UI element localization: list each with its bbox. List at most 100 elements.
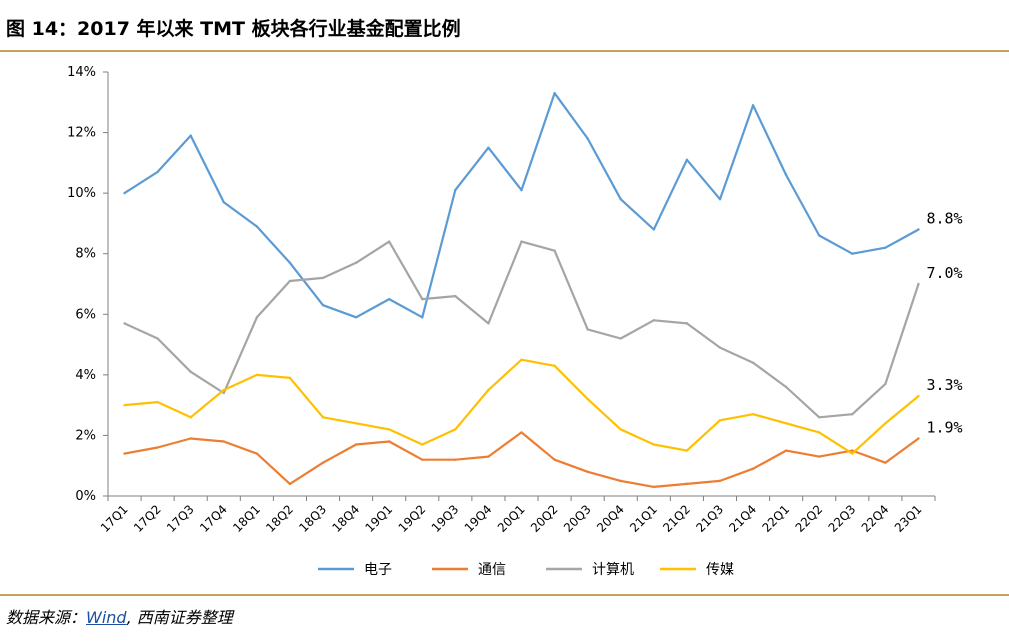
x-tick-label: 18Q4: [329, 502, 362, 535]
data-point: [288, 279, 292, 283]
data-point: [818, 431, 821, 434]
line-chart: 17Q1 17Q2 17Q3 17Q4 18Q1 18Q2 18Q3 18Q4 19Q1 19Q2…: [67, 65, 962, 578]
data-point: [421, 443, 424, 446]
data-point: [685, 482, 689, 486]
x-tick-label: 18Q3: [296, 502, 329, 535]
data-point: [288, 261, 292, 264]
data-point: [321, 416, 325, 419]
data-point: [421, 297, 424, 301]
end-label: 8.8%: [926, 209, 962, 227]
data-point: [718, 479, 722, 483]
data-point: [851, 252, 854, 255]
data-point: [321, 276, 325, 280]
data-point: [189, 437, 192, 440]
source-prefix: 数据来源：: [6, 608, 87, 627]
data-point: [917, 394, 920, 398]
x-tick-label: 22Q4: [859, 502, 892, 535]
figure-title: 图 14：2017 年以来 TMT 板块各行业基金配置比例: [6, 18, 461, 40]
y-tick-label: 0%: [75, 489, 96, 504]
data-point: [454, 428, 457, 431]
data-point: [487, 146, 490, 149]
series-lines: [123, 92, 920, 489]
data-point: [851, 413, 854, 416]
data-point: [421, 458, 424, 461]
data-point: [222, 201, 225, 204]
x-tick-label: 20Q4: [594, 502, 627, 535]
data-point: [652, 443, 656, 446]
data-point: [586, 470, 589, 473]
data-point: [354, 261, 358, 264]
data-point: [156, 400, 159, 404]
x-tick-label: 21Q3: [693, 502, 726, 535]
data-point: [123, 322, 126, 325]
end-label: 7.0%: [926, 264, 962, 282]
series-line-3: [124, 358, 920, 455]
data-point: [454, 294, 457, 298]
data-point: [917, 437, 920, 440]
data-point: [619, 337, 622, 340]
data-point: [387, 440, 391, 443]
series-line-1: [124, 431, 920, 488]
data-point: [123, 191, 126, 195]
data-point: [784, 422, 788, 425]
x-tick-label: 19Q1: [363, 502, 396, 535]
x-tick-label: 23Q1: [892, 502, 925, 535]
y-tick-label: 4%: [75, 368, 96, 383]
data-point: [851, 449, 854, 452]
data-point: [255, 316, 259, 319]
data-point: [288, 376, 292, 380]
data-point: [222, 388, 225, 392]
y-tick-label: 10%: [67, 186, 96, 201]
x-tick-label: 17Q1: [98, 502, 131, 535]
x-tick-label: 19Q3: [429, 502, 462, 535]
title-divider: [0, 50, 1009, 52]
data-point: [917, 228, 920, 231]
data-point: [652, 228, 656, 231]
y-tick-label: 14%: [67, 65, 96, 80]
data-point: [619, 479, 622, 483]
data-point: [718, 198, 722, 201]
data-point: [553, 92, 556, 95]
series-line-0: [123, 92, 920, 319]
x-tick-label: 22Q2: [793, 502, 826, 535]
end-label: 3.3%: [926, 376, 962, 394]
legend-label: 通信: [478, 562, 506, 578]
x-tick-label: 20Q3: [561, 502, 594, 535]
data-point: [520, 431, 523, 434]
data-point: [387, 297, 391, 301]
data-point: [189, 416, 192, 419]
source-divider: [0, 594, 1009, 596]
data-point: [156, 170, 159, 174]
data-point: [487, 455, 490, 458]
data-point: [123, 452, 126, 455]
source-suffix: , 西南证券整理: [126, 608, 233, 627]
data-point: [387, 428, 391, 431]
data-point: [586, 397, 589, 401]
data-point: [255, 225, 259, 228]
data-point: [553, 249, 556, 252]
source-link[interactable]: Wind: [86, 608, 127, 627]
data-point: [685, 322, 689, 325]
data-point: [321, 461, 325, 464]
data-point: [751, 467, 755, 470]
data-point: [354, 443, 358, 446]
y-tick-label: 2%: [75, 428, 96, 443]
x-tick-label: 19Q2: [396, 502, 429, 535]
data-point: [884, 246, 887, 249]
data-point: [586, 328, 589, 331]
data-point: [189, 134, 192, 137]
x-tick-label: 20Q1: [495, 502, 528, 535]
data-point: [321, 304, 325, 307]
data-point: [387, 240, 391, 243]
data-point: [884, 461, 887, 464]
x-tick-label: 21Q2: [660, 502, 693, 535]
x-tick-label: 18Q2: [263, 502, 296, 535]
data-point: [751, 413, 755, 416]
data-point: [520, 358, 523, 361]
x-tick-label: 17Q2: [131, 502, 164, 535]
x-tick-label: 21Q4: [726, 502, 759, 535]
data-point: [818, 416, 821, 419]
data-point: [123, 403, 126, 407]
data-point: [685, 449, 689, 452]
data-point: [751, 104, 755, 107]
